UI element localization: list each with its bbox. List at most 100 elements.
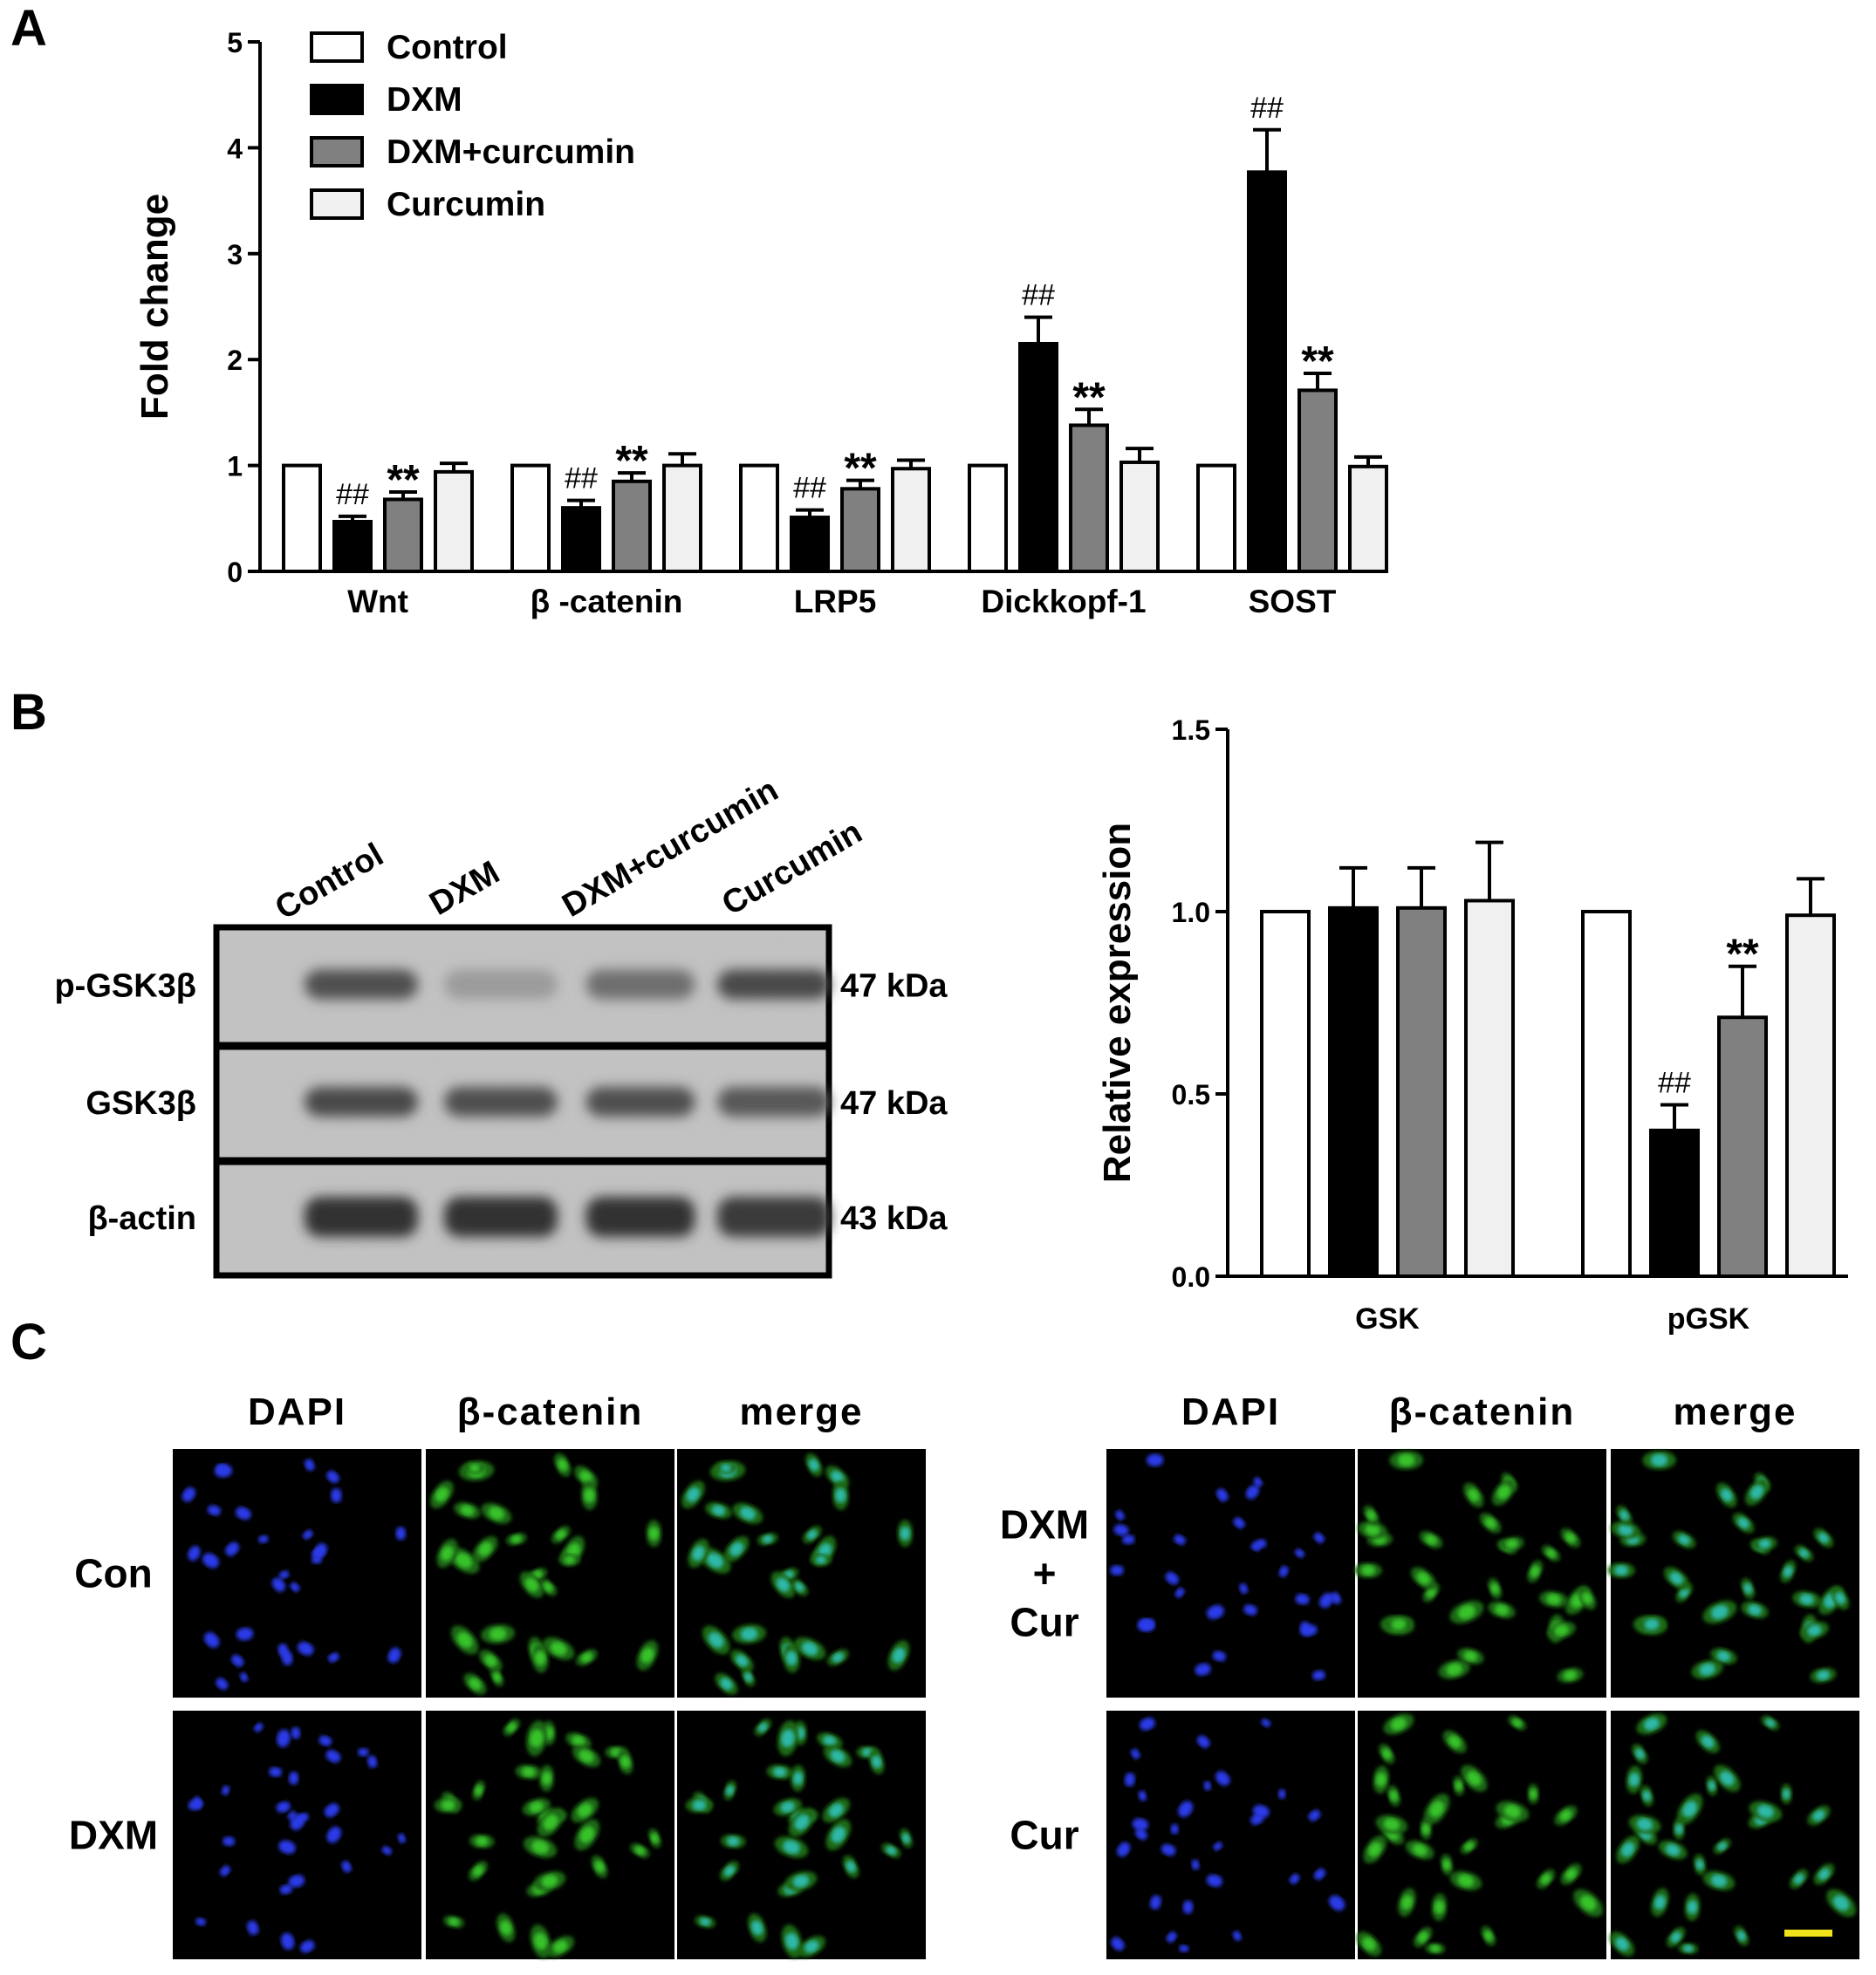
cell-nucleus <box>493 1672 502 1683</box>
cell-nucleus <box>1545 1548 1556 1558</box>
cell-nucleus <box>1448 1735 1462 1748</box>
blot-lane-label: Control <box>270 837 390 927</box>
cell-nucleus <box>313 1543 327 1559</box>
cell-nucleus <box>1303 1624 1318 1637</box>
cell-nucleus <box>1701 1735 1715 1748</box>
cell-nucleus <box>281 1932 295 1951</box>
cell-nucleus <box>500 1920 512 1936</box>
cell-nucleus <box>1389 1790 1399 1801</box>
cell-nucleus <box>223 1836 236 1847</box>
significance-hash: ## <box>336 478 369 511</box>
significance-star: ** <box>387 457 420 503</box>
cell-nucleus <box>1391 1618 1407 1630</box>
significance-hash: ## <box>1658 1067 1691 1100</box>
y-tick-label: 0.0 <box>1172 1261 1210 1293</box>
cell-nucleus <box>269 1767 283 1777</box>
cell-nucleus <box>724 1865 735 1876</box>
cell-nucleus <box>1468 1488 1480 1502</box>
cell-nucleus <box>1512 1719 1523 1727</box>
cell-nucleus <box>240 1672 249 1683</box>
cell-nucleus <box>1252 1804 1270 1818</box>
cell-nucleus <box>395 1527 407 1541</box>
cell-nucleus <box>1614 1565 1628 1576</box>
cell-nucleus <box>823 1735 837 1746</box>
cell-nucleus <box>721 1464 732 1473</box>
fluo-row-label: Cur <box>1010 1813 1078 1858</box>
bar-control <box>282 463 322 573</box>
fluo-row-label: DXM <box>1000 1502 1089 1548</box>
cell-nucleus <box>1756 1804 1774 1818</box>
cell-nucleus <box>1412 1843 1428 1856</box>
blot-lane-label: Curcumin <box>716 814 869 923</box>
cell-nucleus <box>1669 1572 1683 1585</box>
cell-nucleus <box>707 1553 723 1568</box>
cell-nucleus <box>220 1865 230 1876</box>
cell-nucleus <box>1695 1859 1704 1870</box>
cell-nucleus <box>531 1840 549 1855</box>
cell-nucleus <box>1463 1650 1478 1662</box>
cell-nucleus <box>1170 1823 1179 1835</box>
y-axis-label: Relative expression <box>1096 823 1139 1183</box>
cell-nucleus <box>1140 1618 1155 1630</box>
fluo-column-header: β-catenin <box>457 1391 644 1433</box>
cell-nucleus <box>225 1541 239 1556</box>
cell-nucleus <box>1195 1663 1211 1676</box>
cell-nucleus <box>1417 1931 1428 1943</box>
blot-band <box>444 969 558 1000</box>
bar-control <box>1196 463 1236 573</box>
cell-nucleus <box>785 1650 798 1666</box>
cell-nucleus <box>188 1800 202 1811</box>
cell-nucleus <box>1748 1604 1762 1616</box>
cell-nucleus <box>1559 1809 1572 1821</box>
bar-control <box>739 463 779 573</box>
cell-nucleus <box>1530 1565 1540 1577</box>
cell-nucleus <box>1165 1572 1179 1585</box>
cell-nucleus <box>1580 1895 1597 1911</box>
cell-nucleus <box>1798 1548 1809 1558</box>
cell-nucleus <box>1361 1565 1375 1576</box>
cell-nucleus <box>1253 1477 1263 1487</box>
fluo-row-label: Con <box>74 1551 152 1596</box>
cell-nucleus <box>550 1642 567 1656</box>
cell-nucleus <box>815 1555 826 1564</box>
cell-nucleus <box>830 1749 846 1763</box>
cell-nucleus <box>1467 1771 1482 1786</box>
cell-nucleus <box>524 1577 539 1592</box>
cell-nucleus <box>1131 1748 1140 1760</box>
cell-nucleus <box>1215 1771 1230 1786</box>
cell-nucleus <box>1618 1524 1633 1536</box>
legend-label: DXM+curcumin <box>387 133 635 171</box>
cell-nucleus <box>1812 1809 1825 1821</box>
cell-nucleus <box>290 1814 305 1830</box>
cell-nucleus <box>1716 1650 1731 1662</box>
cell-nucleus <box>1308 1809 1321 1821</box>
cell-nucleus <box>324 1803 339 1818</box>
cell-nucleus <box>1174 1588 1185 1598</box>
cell-nucleus <box>553 1940 568 1953</box>
cell-nucleus <box>1138 1790 1147 1801</box>
cell-nucleus <box>1628 1773 1640 1787</box>
cell-nucleus <box>740 1507 756 1521</box>
cell-nucleus <box>832 1652 844 1663</box>
chart-b-relative-expression: 0.0 0.5 1.0 1.5 Relative expression GSK pGSK ##… <box>1096 714 1848 1336</box>
cell-nucleus <box>831 1826 846 1843</box>
micrograph-merge <box>677 1449 926 1698</box>
cell-nucleus <box>181 1487 195 1502</box>
y-tick-label: 4 <box>227 133 243 164</box>
bar-curcumin <box>434 469 474 573</box>
cell-nucleus <box>1484 1517 1496 1529</box>
cell-nucleus <box>326 1471 339 1483</box>
cell-nucleus <box>572 1735 585 1746</box>
bar-dxm-curcumin <box>1069 423 1109 573</box>
cell-nucleus <box>1277 1788 1286 1800</box>
cell-nucleus <box>1135 1828 1147 1841</box>
cell-nucleus <box>271 1577 286 1592</box>
cell-nucleus <box>1818 1868 1830 1880</box>
cell-nucleus <box>1368 1842 1382 1857</box>
cell-nucleus <box>522 1767 536 1777</box>
y-tick-label: 0.5 <box>1172 1079 1210 1111</box>
cell-nucleus <box>1115 1510 1125 1521</box>
cell-nucleus <box>318 1735 332 1746</box>
bar-curcumin <box>1785 913 1836 1279</box>
fluo-column-header: β-catenin <box>1389 1391 1576 1433</box>
